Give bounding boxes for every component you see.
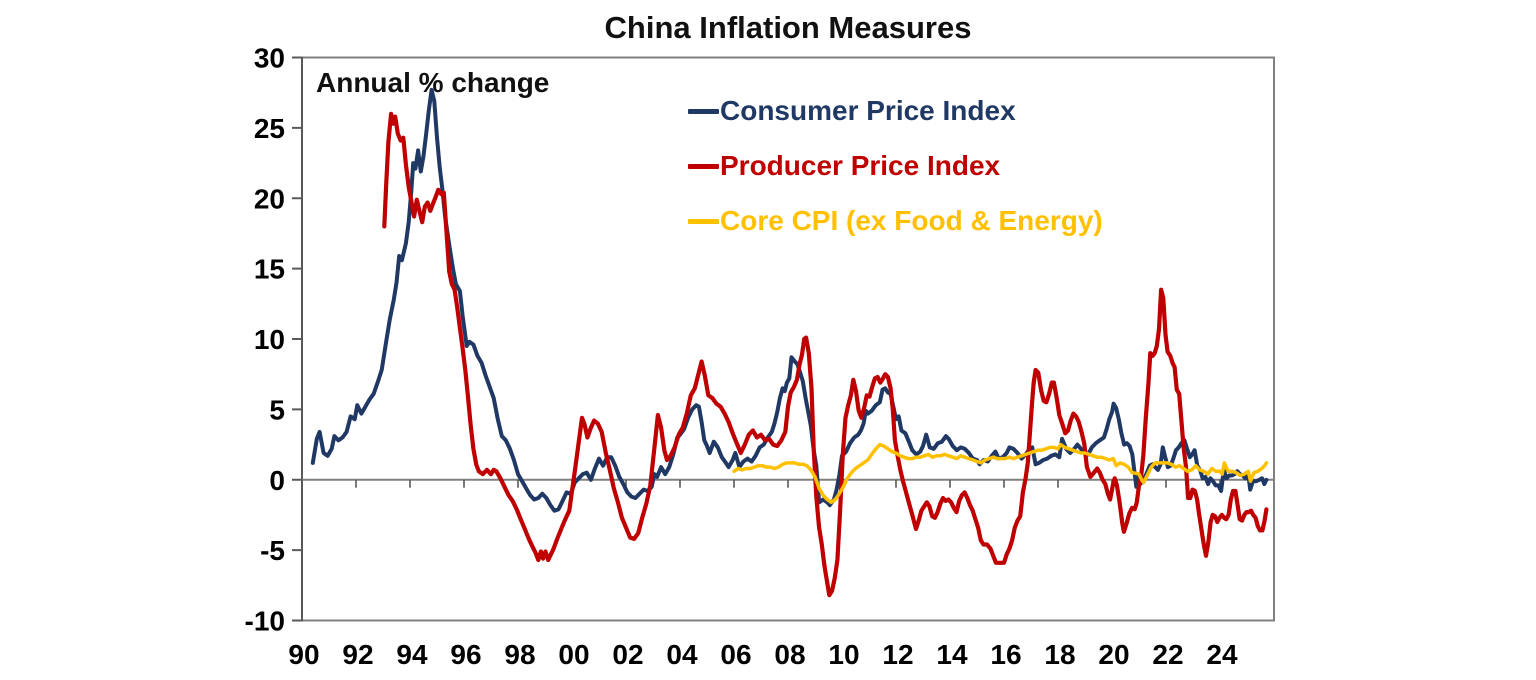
y-tick-label: 15 bbox=[254, 254, 285, 285]
ppi-line-swatch-icon bbox=[688, 163, 719, 169]
legend-item-core-cpi: Core CPI (ex Food & Energy) bbox=[688, 207, 1103, 235]
x-tick-label: 94 bbox=[396, 639, 428, 670]
core-cpi-line-swatch-icon bbox=[688, 218, 719, 224]
y-tick-label: -10 bbox=[245, 606, 285, 637]
x-tick-label: 96 bbox=[450, 639, 481, 670]
chart-title: China Inflation Measures bbox=[604, 10, 972, 45]
x-tick-label: 00 bbox=[558, 639, 589, 670]
x-tick-label: 18 bbox=[1044, 639, 1075, 670]
y-tick-label: 10 bbox=[254, 324, 285, 355]
core-cpi-line bbox=[732, 442, 1269, 505]
x-tick-label: 02 bbox=[612, 639, 643, 670]
x-tick-label: 98 bbox=[504, 639, 535, 670]
x-tick-label: 22 bbox=[1152, 639, 1183, 670]
legend-item-producer-price-index: Producer Price Index bbox=[688, 152, 1000, 180]
legend-label-core-cpi: Core CPI (ex Food & Energy) bbox=[720, 205, 1103, 236]
x-tick-label: 14 bbox=[936, 639, 968, 670]
x-tick-label: 16 bbox=[990, 639, 1021, 670]
legend-item-consumer-price-index: Consumer Price Index bbox=[688, 97, 1016, 125]
y-tick-label: 5 bbox=[269, 394, 285, 425]
x-tick-label: 04 bbox=[666, 639, 698, 670]
y-tick-label: -5 bbox=[260, 535, 285, 566]
x-tick-label: 92 bbox=[342, 639, 373, 670]
x-tick-label: 12 bbox=[882, 639, 913, 670]
y-tick-label: 30 bbox=[254, 43, 285, 74]
x-tick-label: 20 bbox=[1098, 639, 1129, 670]
ppi-line bbox=[382, 111, 1269, 598]
y-tick-label: 0 bbox=[269, 465, 285, 496]
x-tick-label: 06 bbox=[720, 639, 751, 670]
x-tick-label: 90 bbox=[288, 639, 319, 670]
legend-label-consumer-price-index: Consumer Price Index bbox=[720, 95, 1016, 126]
plot-border bbox=[301, 56, 1275, 622]
y-tick-label: 25 bbox=[254, 113, 285, 144]
x-tick-label: 24 bbox=[1206, 639, 1238, 670]
y-tick-label: 20 bbox=[254, 183, 285, 214]
legend-label-producer-price-index: Producer Price Index bbox=[720, 150, 1001, 181]
x-tick-label: 08 bbox=[774, 639, 805, 670]
cpi-line-swatch-icon bbox=[688, 108, 719, 114]
x-tick-label: 10 bbox=[828, 639, 859, 670]
